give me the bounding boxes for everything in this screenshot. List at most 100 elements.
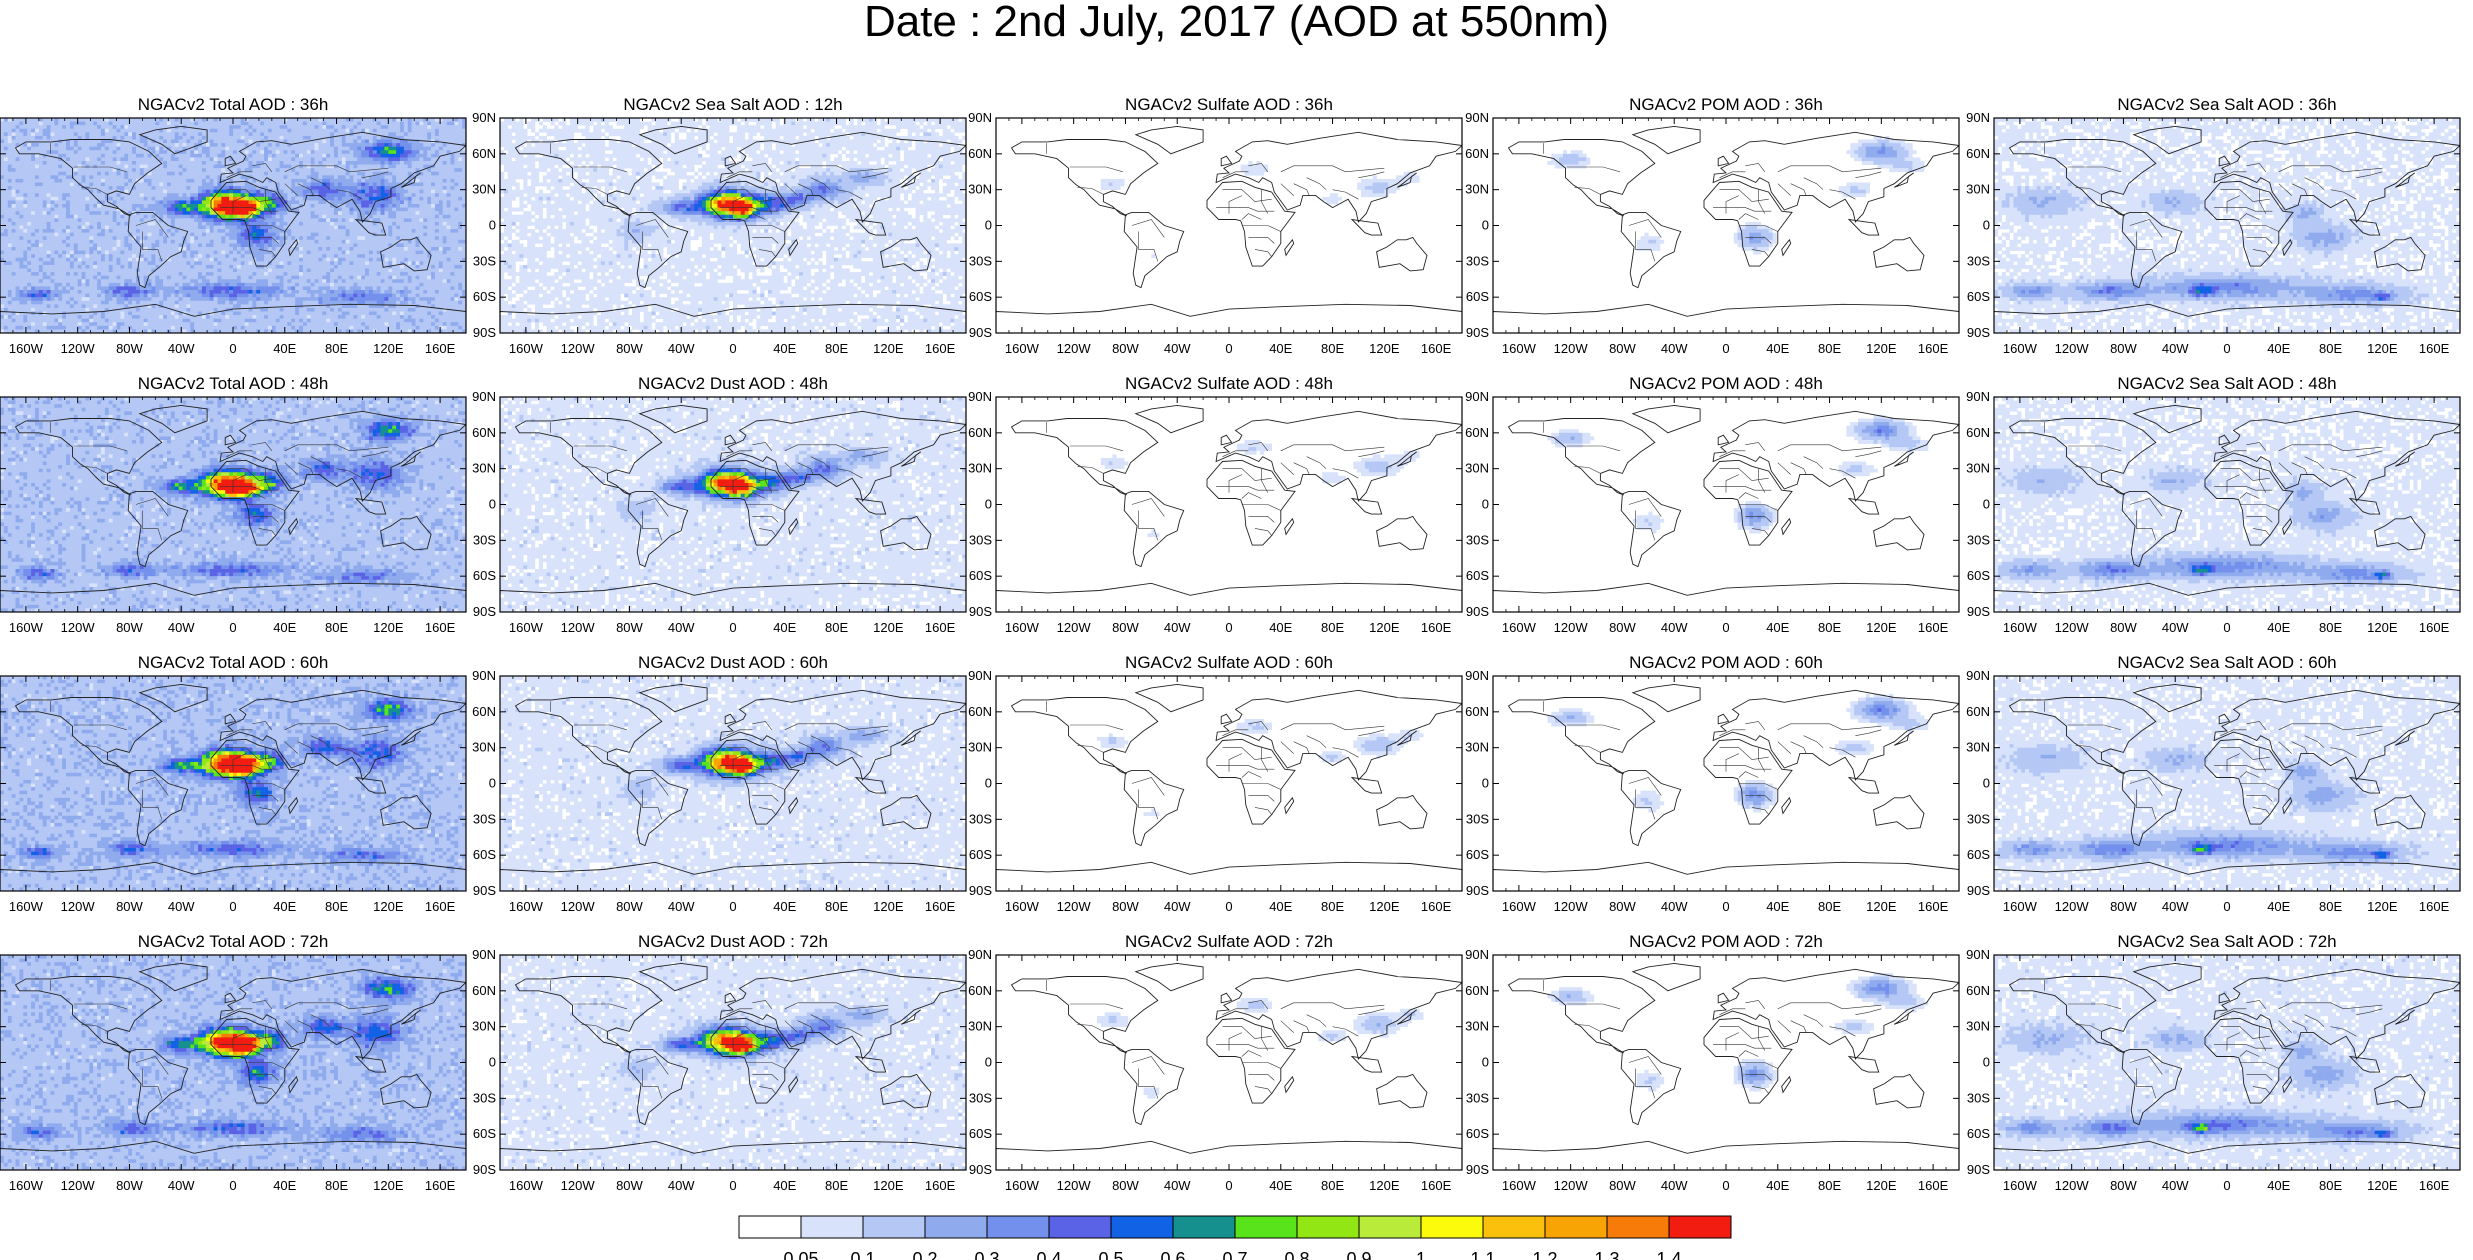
aod-field <box>1547 973 1928 1092</box>
lon-tick-label: 160W <box>1005 1178 1040 1193</box>
lon-tick-label: 160W <box>509 899 544 914</box>
colorbar-swatch <box>801 1216 863 1238</box>
lat-tick-label: 0 <box>1983 218 1990 233</box>
lon-tick-label: 160E <box>925 620 956 635</box>
colorbar: 0.05 0.1 0.2 0.3 0.4 0.5 0.6 0.7 0.8 0.9 1 1.1 1.2 1.… <box>739 1216 1731 1260</box>
lon-tick-label: 40E <box>2267 341 2290 356</box>
lon-tick-label: 0 <box>2223 620 2230 635</box>
lon-tick-label: 80E <box>2319 1178 2342 1193</box>
lat-tick-label: 30N <box>1966 182 1990 197</box>
lat-tick-label: 30S <box>1466 811 1489 826</box>
lat-tick-label: 90S <box>969 1162 992 1177</box>
lat-tick-label: 0 <box>985 776 992 791</box>
lon-tick-label: 120E <box>1369 620 1400 635</box>
lon-tick-label: 120W <box>61 341 96 356</box>
lon-tick-label: 120W <box>1057 899 1092 914</box>
lat-tick-label: 30S <box>1967 253 1990 268</box>
colorbar-label: 0.1 <box>850 1249 875 1260</box>
map-panel: NGACv2 Dust AOD : 48h90N60N30N030S60S90S… <box>472 374 966 635</box>
lon-tick-label: 40E <box>2267 1178 2290 1193</box>
lon-tick-label: 0 <box>1225 899 1232 914</box>
colorbar-label: 1 <box>1416 1249 1426 1260</box>
colorbar-label: 0.5 <box>1098 1249 1123 1260</box>
lat-tick-label: 0 <box>1482 497 1489 512</box>
map-panel: NGACv2 Sea Salt AOD : 48h90N60N30N030S60… <box>1966 374 2460 635</box>
lat-tick-label: 60S <box>473 289 496 304</box>
lon-tick-label: 80E <box>825 899 848 914</box>
lat-tick-label: 60N <box>472 425 496 440</box>
lat-tick-label: 30S <box>969 811 992 826</box>
lat-tick-label: 30S <box>1967 811 1990 826</box>
map-panel: NGACv2 Sulfate AOD : 48h90N60N30N030S60S… <box>968 374 1462 635</box>
panel-title: NGACv2 Dust AOD : 72h <box>638 932 828 951</box>
lon-tick-label: 160E <box>1918 341 1949 356</box>
lon-tick-label: 0 <box>229 620 236 635</box>
coastlines <box>996 126 1462 333</box>
lon-tick-label: 40W <box>168 620 195 635</box>
panel-title: NGACv2 Sulfate AOD : 36h <box>1125 95 1333 114</box>
lon-tick-label: 40W <box>2162 341 2189 356</box>
colorbar-swatch <box>739 1216 801 1238</box>
lat-tick-label: 0 <box>1983 497 1990 512</box>
lon-tick-label: 40E <box>2267 899 2290 914</box>
panel-title: NGACv2 Total AOD : 60h <box>138 653 329 672</box>
panel-title: NGACv2 Sulfate AOD : 48h <box>1125 374 1333 393</box>
aod-field <box>500 397 966 612</box>
lon-tick-label: 40W <box>1164 341 1191 356</box>
colorbar-label: 0.05 <box>783 1249 818 1260</box>
lat-tick-label: 60N <box>1966 146 1990 161</box>
lon-tick-label: 40E <box>1766 1178 1789 1193</box>
lat-tick-label: 30S <box>1466 253 1489 268</box>
panel-title: NGACv2 Total AOD : 36h <box>138 95 329 114</box>
lon-tick-label: 160E <box>925 341 956 356</box>
map-panel: NGACv2 Total AOD : 36h90N60N30N030S60S90… <box>0 95 466 356</box>
map-panel: NGACv2 Total AOD : 48h90N60N30N030S60S90… <box>0 374 466 635</box>
lon-tick-label: 0 <box>1722 899 1729 914</box>
lon-tick-label: 160W <box>1502 1178 1537 1193</box>
lat-tick-label: 0 <box>1482 1055 1489 1070</box>
map-frame <box>996 397 1462 612</box>
lat-tick-label: 30N <box>1465 182 1489 197</box>
lat-tick-label: 0 <box>1983 776 1990 791</box>
map-frame <box>996 118 1462 333</box>
colorbar-swatch <box>1173 1216 1235 1238</box>
lat-tick-label: 60N <box>1966 425 1990 440</box>
coastlines <box>996 963 1462 1170</box>
lon-tick-label: 120E <box>873 341 904 356</box>
lon-tick-label: 80E <box>325 620 348 635</box>
lat-tick-label: 0 <box>489 1055 496 1070</box>
lon-tick-label: 40E <box>773 899 796 914</box>
lat-tick-label: 90N <box>968 110 992 125</box>
lat-tick-label: 90S <box>1967 883 1990 898</box>
lat-tick-label: 30S <box>473 253 496 268</box>
lon-tick-label: 120W <box>1554 899 1589 914</box>
lon-tick-label: 40W <box>1661 620 1688 635</box>
lat-tick-label: 90S <box>1466 883 1489 898</box>
lon-tick-label: 40W <box>668 341 695 356</box>
lat-tick-label: 30S <box>473 532 496 547</box>
lat-tick-label: 90S <box>969 604 992 619</box>
lon-tick-label: 160W <box>9 341 44 356</box>
lon-tick-label: 120E <box>373 620 404 635</box>
lat-tick-label: 90N <box>472 668 496 683</box>
lon-tick-label: 40E <box>1269 341 1292 356</box>
lon-tick-label: 80W <box>616 1178 643 1193</box>
lon-tick-label: 40E <box>1766 341 1789 356</box>
lat-tick-label: 60S <box>969 289 992 304</box>
lon-tick-label: 120E <box>1866 620 1897 635</box>
lon-tick-label: 80W <box>1609 341 1636 356</box>
lon-tick-label: 40E <box>2267 620 2290 635</box>
colorbar-label: 0.3 <box>974 1249 999 1260</box>
map-panel: NGACv2 POM AOD : 36h90N60N30N030S60S90S1… <box>1465 95 1959 356</box>
lon-tick-label: 160E <box>1918 620 1949 635</box>
lon-tick-label: 80E <box>325 1178 348 1193</box>
lon-tick-label: 120E <box>1866 1178 1897 1193</box>
lat-tick-label: 60N <box>1465 704 1489 719</box>
lon-tick-label: 160W <box>509 341 544 356</box>
lat-tick-label: 0 <box>489 776 496 791</box>
lon-tick-label: 80W <box>116 1178 143 1193</box>
lat-tick-label: 30S <box>969 1090 992 1105</box>
lat-tick-label: 30N <box>968 182 992 197</box>
lat-tick-label: 90S <box>473 325 496 340</box>
lon-tick-label: 120W <box>2055 341 2090 356</box>
